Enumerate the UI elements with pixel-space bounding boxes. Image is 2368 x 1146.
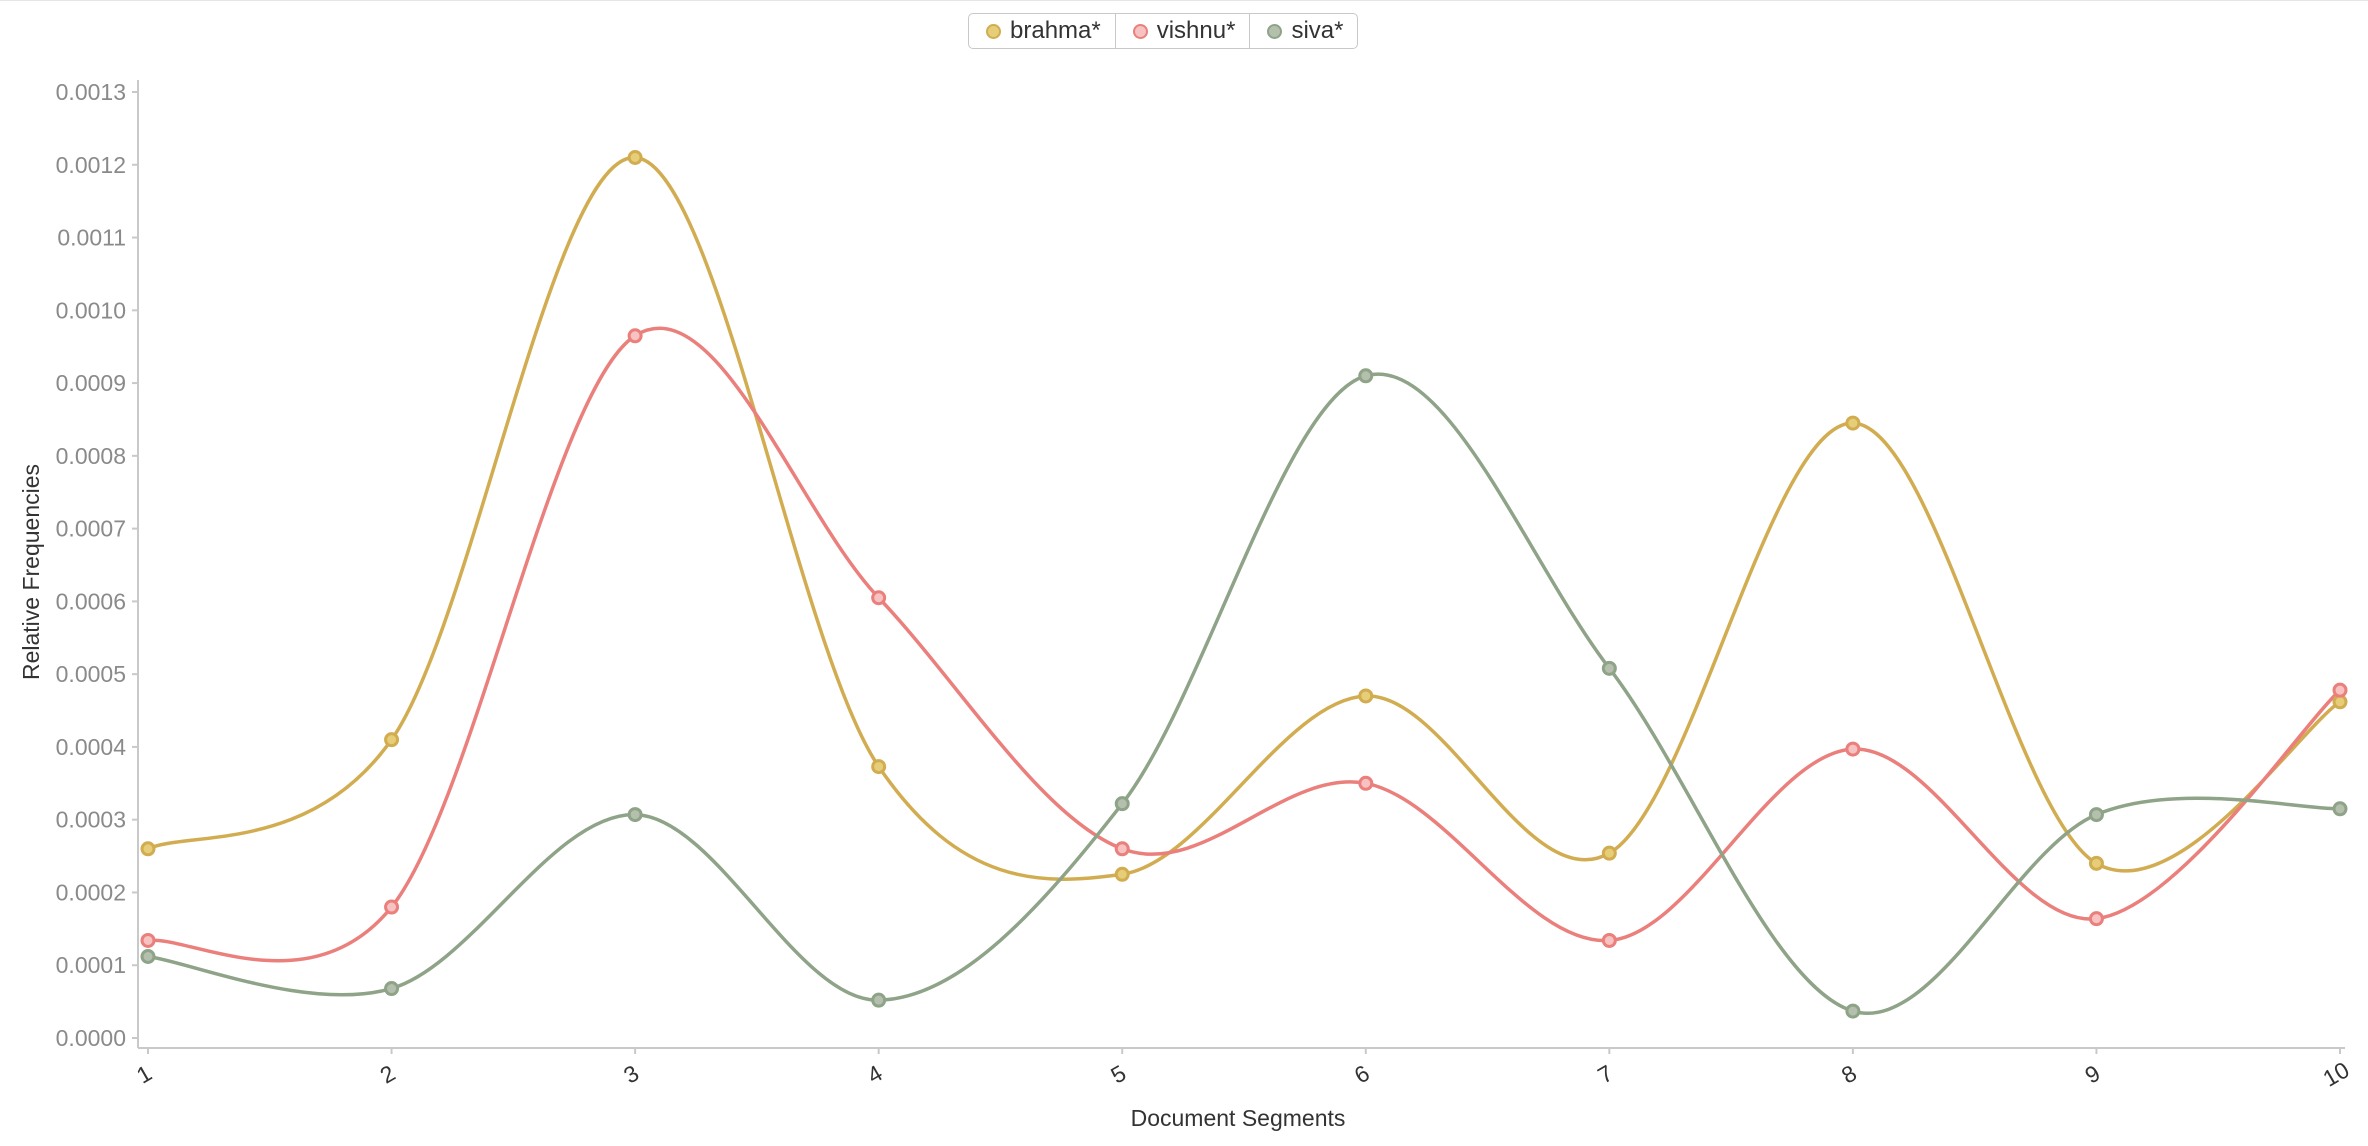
data-point-brahma[interactable] [1114,866,1130,882]
legend-swatch-icon [1132,23,1148,39]
legend-label: vishnu* [1156,17,1236,44]
y-tick-label: 0.0013 [56,79,126,105]
x-tick-label: 1 [132,1060,156,1089]
data-point-brahma[interactable] [2088,855,2104,871]
x-tick-label: 7 [1593,1060,1617,1089]
data-point-siva[interactable] [384,981,400,997]
x-tick-label: 2 [376,1060,400,1089]
data-point-vishnu[interactable] [384,899,400,915]
data-point-siva[interactable] [140,948,156,964]
data-point-siva[interactable] [2088,807,2104,823]
data-point-brahma[interactable] [1358,688,1374,704]
data-point-siva[interactable] [627,807,643,823]
legend-item-siva[interactable]: siva* [1250,14,1357,48]
data-point-vishnu[interactable] [1845,741,1861,757]
y-tick-label: 0.0011 [57,225,126,251]
data-point-brahma[interactable] [1601,845,1617,861]
series-line-brahma [147,155,2341,881]
series-lines [147,155,2342,1015]
x-tick-label: 9 [2080,1060,2104,1089]
y-tick-label: 0.0003 [56,807,126,833]
chart-legend: brahma* vishnu* siva* [968,13,1359,49]
data-point-vishnu[interactable] [2088,911,2104,927]
legend-label: siva* [1291,17,1344,44]
y-tick-label: 0.0005 [56,661,126,687]
data-point-vishnu[interactable] [2332,682,2348,698]
y-tick-label: 0.0012 [56,152,126,178]
x-tick-label: 4 [863,1060,887,1089]
data-point-vishnu[interactable] [140,932,156,948]
y-tick-label: 0.0010 [56,297,126,323]
series-line-siva [147,372,2341,1015]
data-point-siva[interactable] [1601,660,1617,676]
data-point-vishnu[interactable] [1358,775,1374,791]
data-point-siva[interactable] [2332,801,2348,817]
y-tick-label: 0.0000 [56,1025,126,1051]
data-point-siva[interactable] [1845,1003,1861,1019]
data-point-siva[interactable] [871,992,887,1008]
data-point-brahma[interactable] [871,759,887,775]
data-point-vishnu[interactable] [1114,841,1130,857]
x-tick-label: 6 [1350,1060,1374,1089]
series-points [140,149,2348,1019]
x-tick-label: 3 [619,1060,643,1089]
data-point-siva[interactable] [1114,796,1130,812]
y-tick-label: 0.0008 [56,443,126,469]
data-point-vishnu[interactable] [627,328,643,344]
y-tick-label: 0.0009 [56,370,126,396]
legend-item-vishnu[interactable]: vishnu* [1116,14,1251,48]
y-tick-label: 0.0006 [56,588,126,614]
data-point-vishnu[interactable] [1601,932,1617,948]
y-tick-label: 0.0002 [56,879,126,905]
x-axis-title: Document Segments [1131,1105,1346,1131]
x-tick-label: 8 [1837,1060,1861,1089]
y-tick-label: 0.0004 [56,734,127,760]
x-tick-label: 5 [1106,1060,1130,1089]
legend-swatch-icon [986,23,1001,39]
series-line-vishnu [147,326,2342,963]
top-rule [0,0,2368,1]
data-point-brahma[interactable] [140,841,156,857]
data-point-vishnu[interactable] [871,590,887,606]
y-tick-label: 0.0001 [56,952,126,978]
legend-label: brahma* [1010,17,1101,44]
x-axis: 1 2 3 4 5 6 7 8 9 10 [132,1047,2354,1092]
x-tick-label: 10 [2318,1056,2353,1091]
data-point-siva[interactable] [1358,368,1374,384]
legend-swatch-icon [1267,23,1283,39]
y-axis-title: Relative Frequencies [18,464,44,680]
y-tick-label: 0.0007 [56,516,126,542]
data-point-brahma[interactable] [1845,415,1861,431]
data-point-brahma[interactable] [384,732,400,748]
data-point-brahma[interactable] [627,149,643,165]
y-axis: 0.0000 0.0001 0.0002 0.0003 0.0004 0.0005 0.00… [56,79,139,1051]
legend-item-brahma[interactable]: brahma* [969,14,1116,48]
